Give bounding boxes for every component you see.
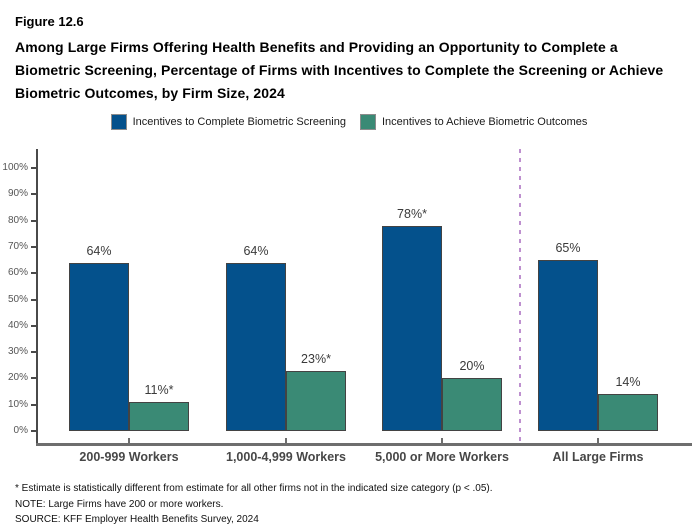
y-axis-tick-label: 30% [7,346,28,358]
legend-label: Incentives to Complete Biometric Screeni… [132,116,346,128]
y-axis-tick-mark [31,219,36,222]
footnote-source: SOURCE: KFF Employer Health Benefits Sur… [15,514,259,525]
x-axis-tick-mark [597,438,599,443]
y-axis-line [36,149,38,446]
chart: 0% 10% 20% 30% 40% 50% 60% 70% 80% 90% 100% 64% 11%*… [0,135,698,471]
y-axis-tick-mark [31,351,36,354]
x-axis-tick-mark [285,438,287,443]
footnote-note: NOTE: Large Firms have 200 or more worke… [15,498,224,510]
y-axis-tick-mark [31,324,36,327]
bar-complete-screening [69,262,129,431]
y-axis-tick-label: 50% [7,293,28,305]
y-axis-tick-mark [31,193,36,196]
bar-complete-screening [538,260,598,431]
bar-value-label: 65% [555,241,581,256]
bar-value-label: 78%* [397,206,427,221]
y-axis-tick-mark [31,377,36,380]
y-axis-tick-mark [31,298,36,301]
x-axis-label: 5,000 or More Workers [375,450,509,464]
figure-title: Among Large Firms Offering Health Benefi… [15,39,664,101]
x-axis-tick-mark [128,438,130,443]
x-axis-label: All Large Firms [552,450,644,464]
bar-value-label: 64% [243,243,269,258]
y-axis-tick-mark [31,430,36,432]
y-axis-tick-mark [31,272,36,275]
legend-label: Incentives to Achieve Biometric Outcomes [381,116,588,128]
figure-number: Figure 12.6 [15,14,84,29]
x-axis-line [36,443,692,446]
separator-dashed-line [519,149,521,443]
bar-value-label: 64% [86,243,112,258]
y-axis-tick-label: 100% [2,162,28,173]
x-axis-label: 1,000-4,999 Workers [226,450,346,464]
y-axis-tick-label: 20% [7,372,28,384]
bar-achieve-outcomes [286,370,346,431]
bar-complete-screening [226,262,286,431]
legend-item-complete-screening: Incentives to Complete Biometric Screeni… [110,114,346,130]
bar-value-label: 14% [615,375,641,390]
x-axis-label: 200-999 Workers [79,450,179,464]
y-axis-tick-label: 10% [7,398,28,410]
y-axis-tick-label: 60% [7,267,28,279]
y-axis-tick-label: 40% [7,319,28,331]
bar-complete-screening [382,225,442,431]
chart-legend: Incentives to Complete Biometric Screeni… [0,114,698,130]
bar-value-label: 20% [459,359,485,374]
footnote-estimate: * Estimate is statistically different fr… [15,483,493,494]
y-axis-tick-mark [31,245,36,248]
x-axis-tick-mark [441,438,443,443]
y-axis-tick-label: 80% [7,214,28,226]
y-axis-tick-label: 0% [13,425,28,436]
legend-swatch-green-icon [359,114,376,130]
y-axis-tick-mark [31,403,36,406]
bar-value-label: 11%* [144,383,174,398]
figure-header: Figure 12.6 Among Large Firms Offering H… [0,0,698,105]
y-axis-tick-mark [31,167,36,169]
bar-value-label: 23%* [301,351,331,366]
bar-achieve-outcomes [598,394,658,431]
y-axis-tick-label: 90% [7,188,28,200]
bar-achieve-outcomes [442,378,502,431]
footnotes: * Estimate is statistically different fr… [0,471,698,528]
legend-item-achieve-outcomes: Incentives to Achieve Biometric Outcomes [359,114,588,130]
legend-swatch-blue-icon [110,114,127,130]
y-axis-tick-label: 70% [7,240,28,252]
bar-achieve-outcomes [129,402,189,431]
